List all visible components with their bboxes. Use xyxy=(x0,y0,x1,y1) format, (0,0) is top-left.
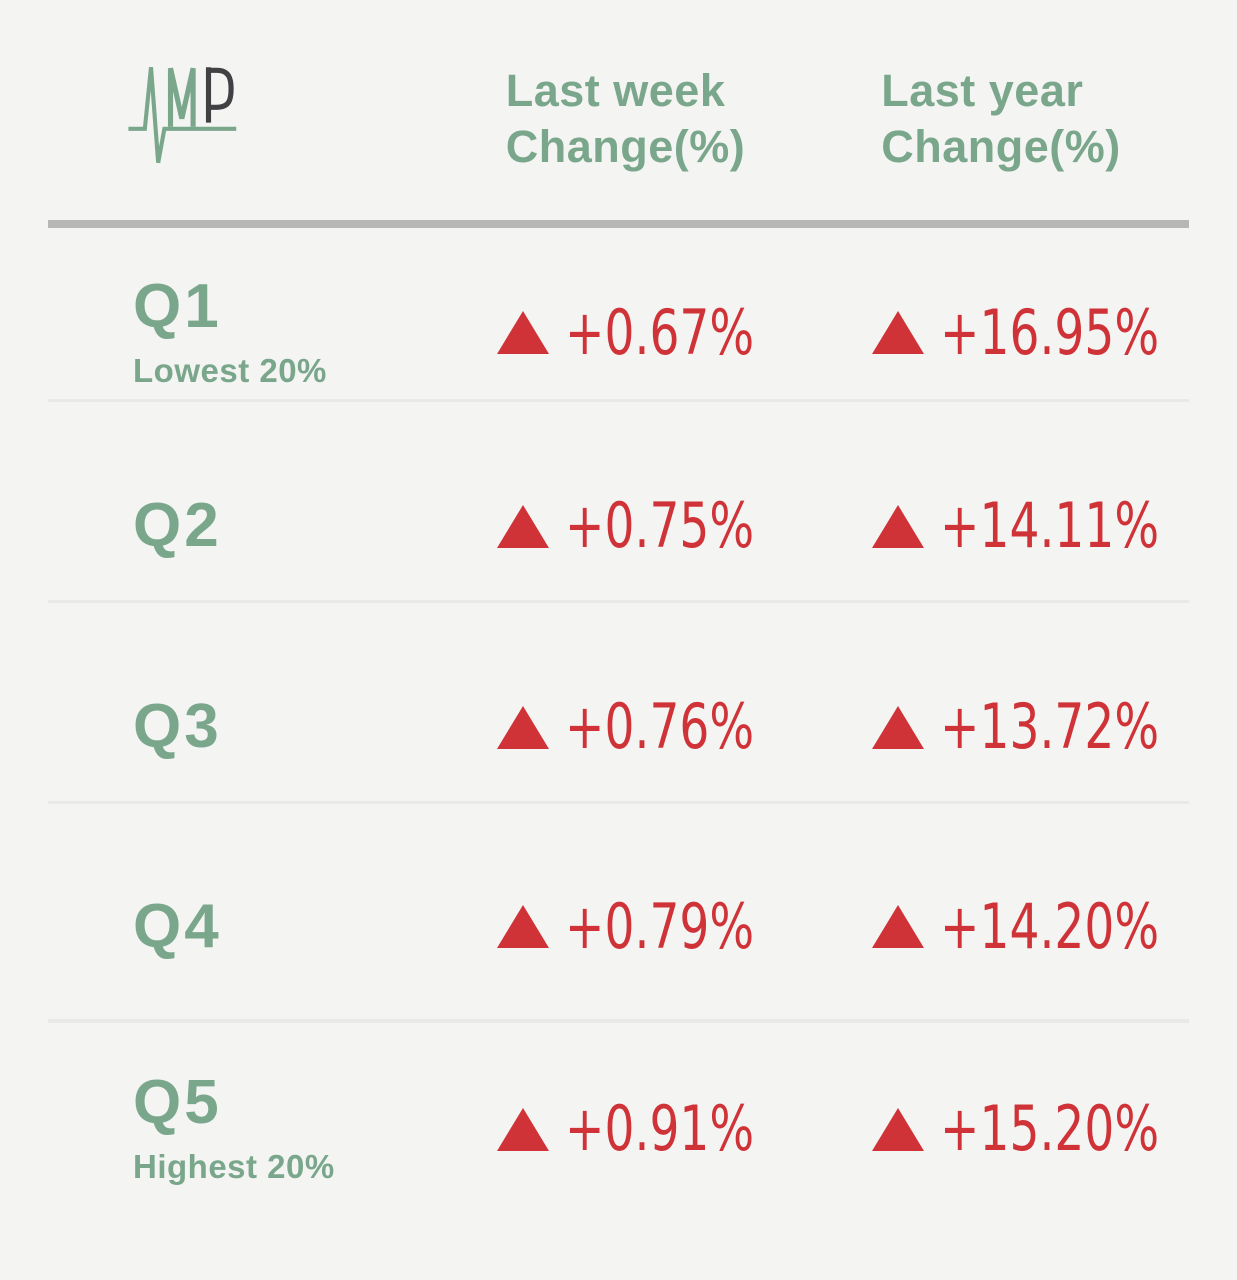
last-week-change-cell: +0.76% xyxy=(438,696,813,758)
quintile-label: Q4 xyxy=(133,891,222,961)
pulse-mp-logo-icon xyxy=(128,67,237,164)
last-year-change-value: +14.11% xyxy=(940,489,1160,562)
last-week-change-cell: +0.79% xyxy=(438,889,813,963)
column-header-line: Change(%) xyxy=(881,121,1121,172)
quintile-label: Q5 xyxy=(133,1068,222,1137)
column-header-last-year: Last year Change(%) xyxy=(881,63,1121,175)
table-row-q2: Q2 +0.75% +14.11% xyxy=(48,399,1189,600)
up-triangle-icon xyxy=(872,1107,924,1151)
up-triangle-icon xyxy=(496,705,549,749)
up-triangle-icon xyxy=(496,1107,549,1151)
last-week-change-value: +0.91% xyxy=(564,1092,754,1165)
header-divider xyxy=(48,220,1189,228)
up-triangle-icon xyxy=(872,705,924,749)
last-year-change-cell: +14.20% xyxy=(813,889,1189,963)
column-header-line: Last year xyxy=(881,65,1084,117)
column-header-line: Change(%) xyxy=(505,121,746,172)
up-triangle-icon xyxy=(496,311,549,354)
quintile-cell: Q5 Highest 20% xyxy=(48,1072,438,1186)
last-year-change-cell: +16.95% xyxy=(813,295,1189,369)
last-week-change-value: +0.76% xyxy=(564,690,754,763)
quintile-cell: Q1 Lowest 20% xyxy=(48,271,438,390)
quintile-sublabel: Highest 20% xyxy=(133,1148,335,1185)
quintile-sublabel: Lowest 20% xyxy=(133,351,327,389)
last-year-change-value: +14.20% xyxy=(940,889,1160,963)
quintile-label: Q2 xyxy=(133,491,222,560)
last-year-change-cell: +15.20% xyxy=(813,1098,1189,1160)
quintile-cell: Q2 xyxy=(48,495,438,557)
last-week-change-value: +0.79% xyxy=(564,889,754,963)
last-year-change-value: +16.95% xyxy=(940,295,1160,369)
column-header-line: Last week xyxy=(505,65,726,117)
up-triangle-icon xyxy=(872,905,924,948)
quintile-label: Q1 xyxy=(133,271,222,341)
last-year-change-cell: +13.72% xyxy=(813,696,1189,758)
table-row-q5: Q5 Highest 20% +0.91% +15.20% xyxy=(48,1019,1189,1280)
quintile-cell: Q4 xyxy=(48,891,438,961)
table-row-q1: Q1 Lowest 20% +0.67% +16.95% xyxy=(48,228,1189,399)
last-week-change-cell: +0.75% xyxy=(438,495,813,557)
up-triangle-icon xyxy=(496,905,549,948)
column-header-last-week: Last week Change(%) xyxy=(506,63,746,175)
table-header: Last week Change(%) Last year Change(%) xyxy=(48,0,1189,220)
last-year-change-value: +13.72% xyxy=(940,690,1160,763)
last-week-change-cell: +0.67% xyxy=(438,295,813,369)
last-week-change-cell: +0.91% xyxy=(438,1098,813,1160)
quintile-cell: Q3 xyxy=(48,696,438,758)
last-year-change-cell: +14.11% xyxy=(813,495,1189,557)
brand-logo xyxy=(114,59,264,179)
table-row-q3: Q3 +0.76% +13.72% xyxy=(48,600,1189,801)
quintile-label: Q3 xyxy=(133,692,222,761)
last-week-change-value: +0.75% xyxy=(564,489,754,562)
last-week-change-value: +0.67% xyxy=(564,295,754,369)
up-triangle-icon xyxy=(496,504,549,548)
table-row-q4: Q4 +0.79% +14.20% xyxy=(48,801,1189,1019)
up-triangle-icon xyxy=(872,311,924,354)
up-triangle-icon xyxy=(872,504,924,548)
last-year-change-value: +15.20% xyxy=(940,1092,1160,1165)
